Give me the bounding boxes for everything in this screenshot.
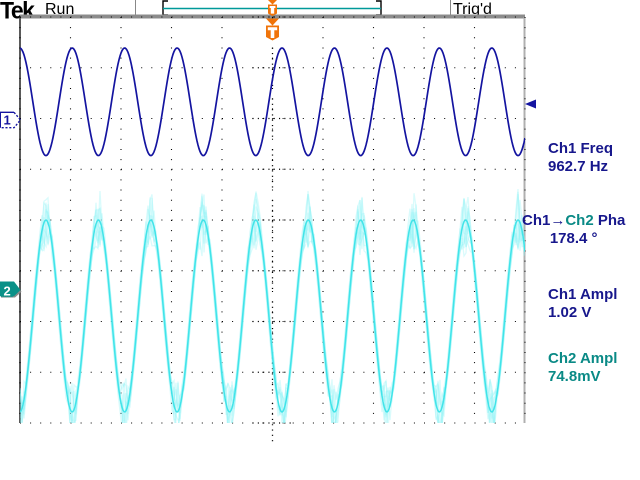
svg-text:1: 1 [4,113,11,128]
svg-text:2: 2 [4,283,11,298]
